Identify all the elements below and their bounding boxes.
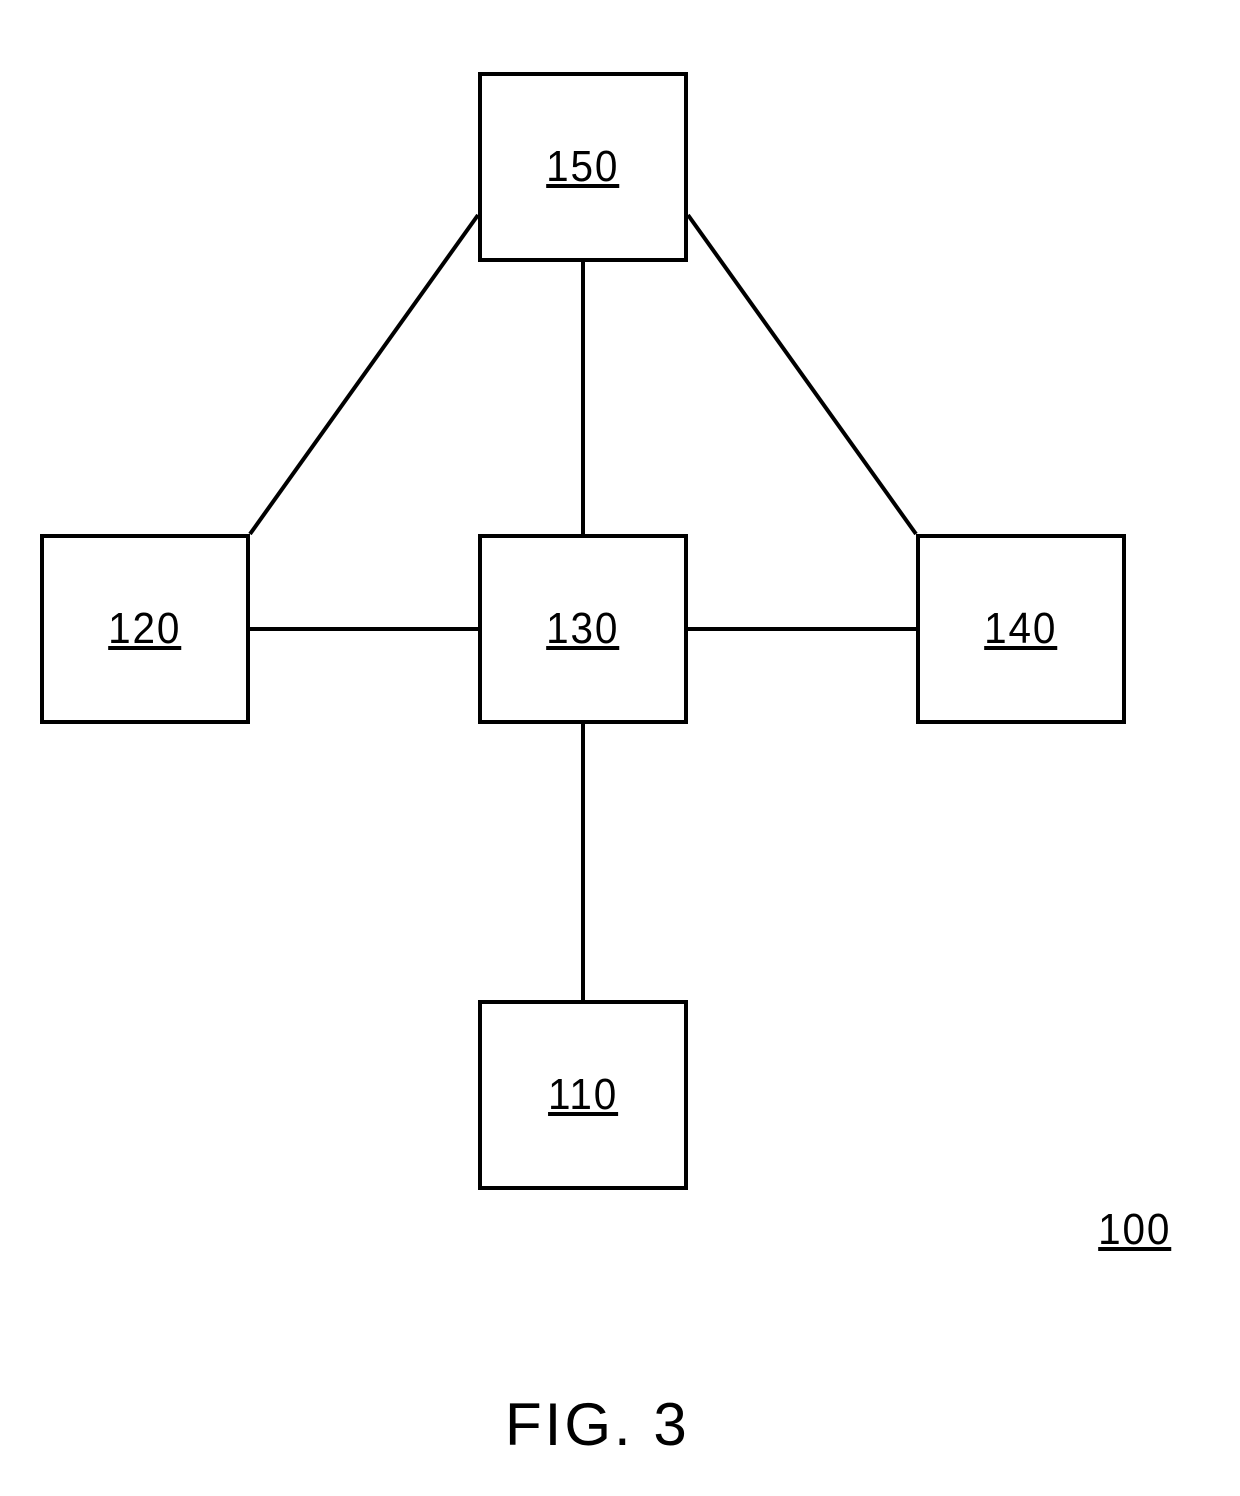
node-140: 140 [916, 534, 1126, 724]
node-150: 150 [478, 72, 688, 262]
node-label-120: 120 [108, 604, 181, 654]
figure-caption: FIG. 3 [505, 1390, 690, 1459]
node-label-130: 130 [546, 604, 619, 654]
node-label-150: 150 [546, 142, 619, 192]
node-label-110: 110 [548, 1070, 618, 1120]
node-label-140: 140 [984, 604, 1057, 654]
system-label: 100 [1098, 1205, 1171, 1255]
node-130: 130 [478, 534, 688, 724]
edge-n150-n140 [688, 215, 916, 534]
node-110: 110 [478, 1000, 688, 1190]
node-120: 120 [40, 534, 250, 724]
edge-n150-n120 [250, 215, 478, 534]
